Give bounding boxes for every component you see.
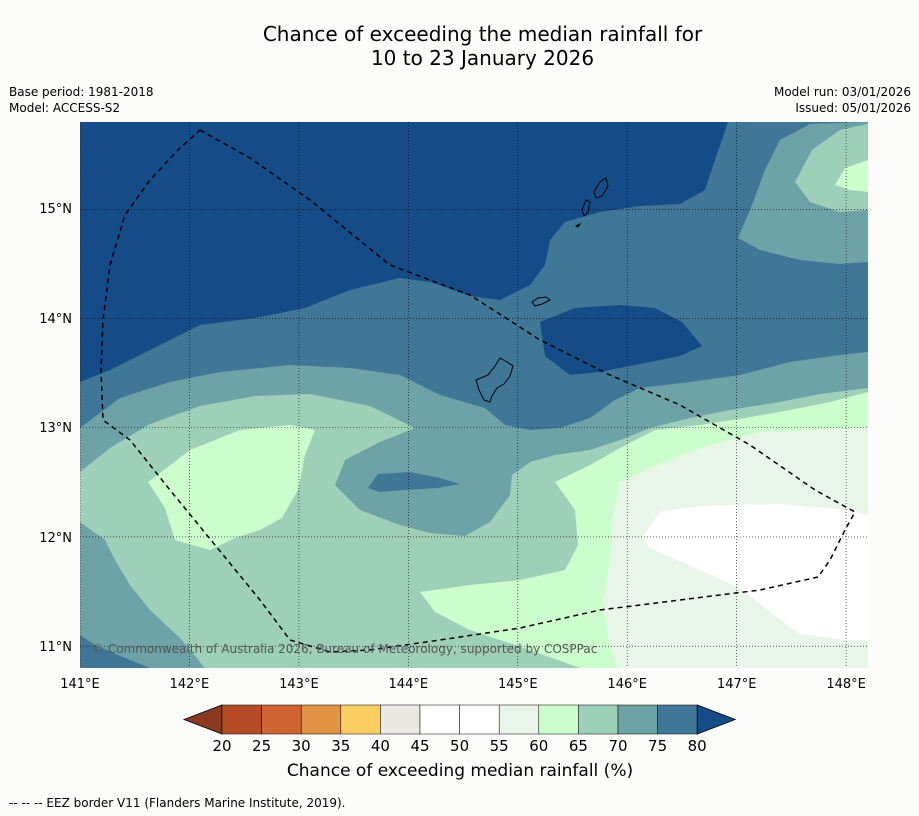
lon-tick-label: 141°E: [60, 677, 100, 692]
colorbar-tick-label: 25: [252, 737, 271, 755]
colorbar-tick-label: 20: [212, 737, 231, 755]
colorbar-swatch: [340, 704, 381, 735]
colorbar-swatch: [498, 704, 540, 735]
lon-tick-label: 142°E: [170, 677, 210, 692]
colorbar-tick-label: 65: [569, 737, 588, 755]
lon-axis: 141°E 142°E 143°E 144°E 145°E 146°E 147°…: [60, 677, 866, 692]
colorbar: 20 25 30 35 40 45 50 55 60 65 70 75 80: [182, 704, 737, 755]
lon-tick-label: 145°E: [498, 677, 538, 692]
lon-tick-label: 147°E: [717, 677, 757, 692]
colorbar-tick-label: 30: [292, 737, 311, 755]
band-70-sw: [80, 635, 150, 668]
colorbar-tick-label: 60: [529, 737, 548, 755]
band-50-55: [642, 504, 868, 640]
band-80-inner: [540, 305, 702, 375]
eez-border: [100, 129, 857, 653]
colorbar-swatch: [459, 704, 500, 735]
model-run: Model run: 03/01/2026: [773, 85, 911, 99]
colorbar-swatch: [538, 704, 579, 735]
lon-tick-label: 148°E: [826, 677, 866, 692]
lat-tick-label: 14°N: [39, 312, 72, 327]
colorbar-tick-label: 40: [371, 737, 390, 755]
colorbar-swatch: [657, 704, 698, 735]
colorbar-extend-low: [182, 704, 223, 735]
guam-island: [475, 357, 514, 403]
colorbar-tick-label: 80: [688, 737, 707, 755]
saipan-island: [593, 177, 609, 199]
lon-tick-label: 146°E: [607, 677, 647, 692]
colorbar-swatch: [419, 704, 460, 735]
colorbar-swatch: [261, 704, 302, 735]
colorbar-swatch: [221, 704, 262, 735]
issued-date: Issued: 05/01/2026: [795, 101, 911, 115]
rota-island: [531, 296, 551, 307]
aguijan-island: [574, 222, 582, 228]
model-name: Model: ACCESS-S2: [9, 101, 121, 115]
band-60-ne: [835, 160, 868, 192]
lat-tick-label: 11°N: [39, 640, 72, 655]
lon-tick-label: 143°E: [279, 677, 319, 692]
map-title: Chance of exceeding the median rainfall …: [0, 22, 919, 70]
colorbar-tick-label: 50: [450, 737, 469, 755]
band-60-west: [148, 425, 315, 550]
meta-left: Base period: 1981-2018 Model: ACCESS-S2: [9, 84, 154, 116]
meta-right: Model run: 03/01/2026 Issued: 05/01/2026: [774, 84, 911, 116]
title-line-1: Chance of exceeding the median rainfall …: [262, 22, 703, 46]
colorbar-swatch: [617, 704, 658, 735]
lat-tick-label: 13°N: [39, 421, 72, 436]
tinian-island: [581, 199, 591, 217]
colorbar-tick-label: 75: [648, 737, 667, 755]
lon-tick-label: 144°E: [389, 677, 429, 692]
graticule: [80, 122, 868, 668]
band-70-inner: [368, 472, 460, 492]
rainfall-map: © Commonwealth of Australia 2026, Bureau…: [80, 122, 868, 668]
colorbar-tick-label: 35: [331, 737, 350, 755]
base-period: Base period: 1981-2018: [9, 85, 154, 99]
lat-tick-label: 15°N: [39, 202, 72, 217]
colorbar-tick-label: 70: [608, 737, 627, 755]
colorbar-extend-high: [696, 704, 737, 735]
colorbar-swatch: [578, 704, 619, 735]
copyright-text: © Commonwealth of Australia 2026, Bureau…: [92, 642, 597, 656]
lat-tick-label: 12°N: [39, 531, 72, 546]
band-65-ne: [795, 124, 868, 212]
colorbar-tick-label: 45: [410, 737, 429, 755]
eez-footnote: -- -- -- EEZ border V11 (Flanders Marine…: [9, 796, 346, 810]
title-line-2: 10 to 23 January 2026: [370, 46, 595, 70]
colorbar-label: Chance of exceeding median rainfall (%): [286, 761, 634, 781]
lat-axis: 15°N 14°N 13°N 12°N 11°N: [39, 202, 72, 655]
colorbar-tick-label: 55: [490, 737, 509, 755]
colorbar-swatch: [300, 704, 342, 735]
colorbar-swatch: [380, 704, 421, 735]
